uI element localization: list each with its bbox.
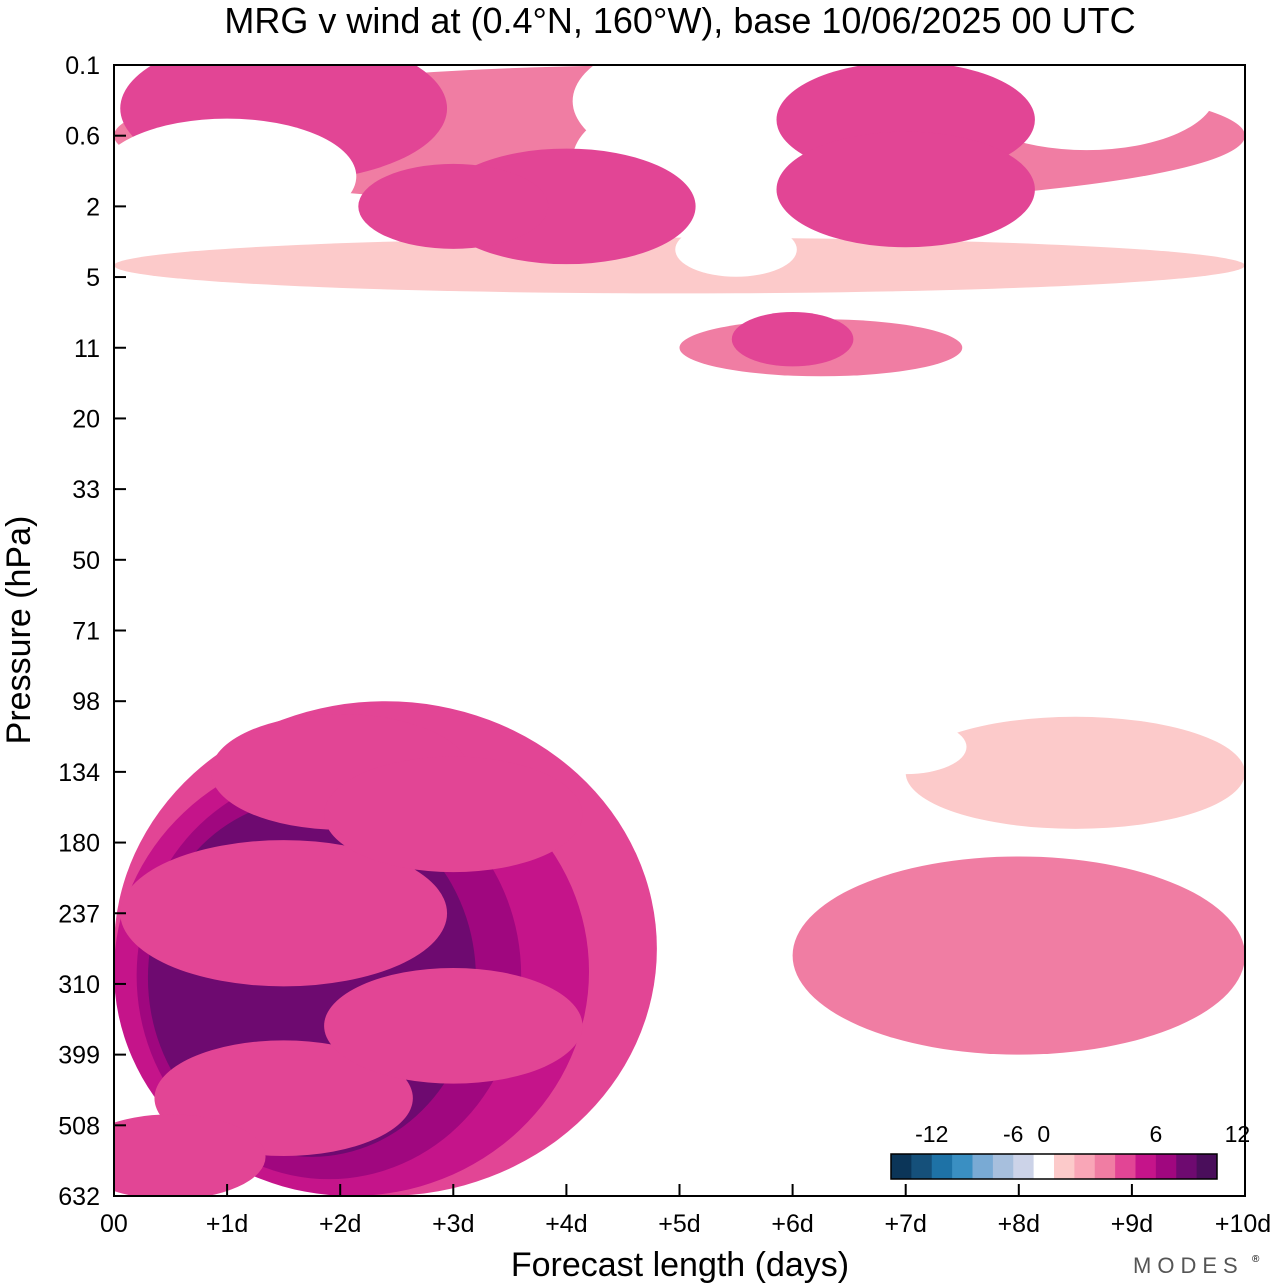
y-tick-label: 180 [58,830,100,858]
contour-band [905,716,1245,829]
negative-anomaly [114,118,357,235]
x-axis-label: Forecast length (days) [511,1246,849,1284]
colorbar-swatch [952,1154,973,1179]
colorbar-tick-label: -12 [915,1121,948,1147]
colorbar-swatch [1135,1154,1157,1179]
y-tick-label: 632 [58,1183,100,1211]
positive-anomaly [324,756,583,873]
y-tick-label: 11 [74,335,100,363]
y-tick-label: 2 [86,193,100,221]
colorbar-swatch [1176,1154,1198,1179]
y-tick-label: 5 [86,264,100,292]
contour-band [792,856,1245,1055]
colorbar-swatch [1196,1154,1218,1179]
colorbar-tick-label: 0 [1037,1121,1050,1147]
x-tick-label: +2d [319,1210,361,1238]
x-tick-label: +5d [658,1210,700,1238]
brand-name: MODES [1133,1253,1244,1278]
colorbar-tick-label: -6 [1003,1121,1023,1147]
colorbar-swatch [972,1154,994,1179]
y-tick-label: 98 [72,688,100,716]
y-tick-label: 20 [72,405,100,433]
y-tick-label: 50 [72,547,100,575]
x-tick-label: +7d [884,1210,926,1238]
negative-anomaly [675,222,797,277]
x-tick-label: +1d [206,1210,248,1238]
plot-area [114,65,1245,1196]
brand-mark: ® [1252,1254,1260,1265]
contour-band [114,237,1245,294]
y-tick-label: 71 [72,618,100,646]
contour-fills [114,65,1245,1196]
negative-anomaly [844,719,967,775]
chart-title: MRG v wind at (0.4°N, 160°W), base 10/06… [224,0,1135,41]
colorbar-swatch [911,1154,933,1179]
colorbar-tick-label: 12 [1225,1121,1251,1147]
colorbar-swatch [1155,1154,1177,1179]
x-axis: 00 +1d +2d +3d +4d +5d +6d +7d +8d +9d +10d [100,1184,1271,1238]
x-tick-label: 00 [100,1210,128,1238]
y-tick-label: 310 [58,971,100,999]
positive-anomaly [324,968,583,1084]
positive-anomaly [114,1114,266,1196]
colorbar-swatch [891,1154,912,1179]
colorbar-tick-label: 6 [1149,1121,1162,1147]
positive-anomaly [358,163,549,249]
brand-logo: MODES ® [1133,1253,1260,1278]
y-tick-label: 0.6 [65,123,100,151]
positive-anomaly [776,131,1035,248]
y-tick-label: 237 [58,900,100,928]
colorbar-swatch [931,1154,953,1179]
colorbar: -12 -6 0 6 12 [890,1121,1251,1180]
x-tick-label: +3d [432,1210,474,1238]
colorbar-swatch [1013,1154,1035,1179]
y-axis-label: Pressure (hPa) [0,516,38,745]
x-tick-label: +8d [998,1210,1040,1238]
colorbar-swatch [1033,1154,1055,1179]
colorbar-swatch [1054,1154,1075,1179]
positive-anomaly [120,840,448,987]
y-tick-label: 508 [58,1112,100,1140]
x-tick-label: +10d [1215,1210,1271,1238]
y-tick-label: 33 [72,476,100,504]
colorbar-swatch [1094,1154,1116,1179]
colorbar-swatch [992,1154,1014,1179]
positive-anomaly [731,312,854,367]
y-tick-label: 134 [58,759,100,787]
y-axis: 0.1 0.6 2 5 11 20 33 50 71 98 134 180 237 310 399 508 63… [58,52,126,1211]
colorbar-swatch [1074,1154,1096,1179]
x-tick-label: +4d [545,1210,587,1238]
y-tick-label: 399 [58,1042,100,1070]
y-tick-label: 0.1 [65,52,100,80]
x-tick-label: +6d [771,1210,813,1238]
colorbar-swatch [1115,1154,1136,1179]
x-tick-label: +9d [1111,1210,1153,1238]
colorbar-frame [890,1153,1218,1180]
